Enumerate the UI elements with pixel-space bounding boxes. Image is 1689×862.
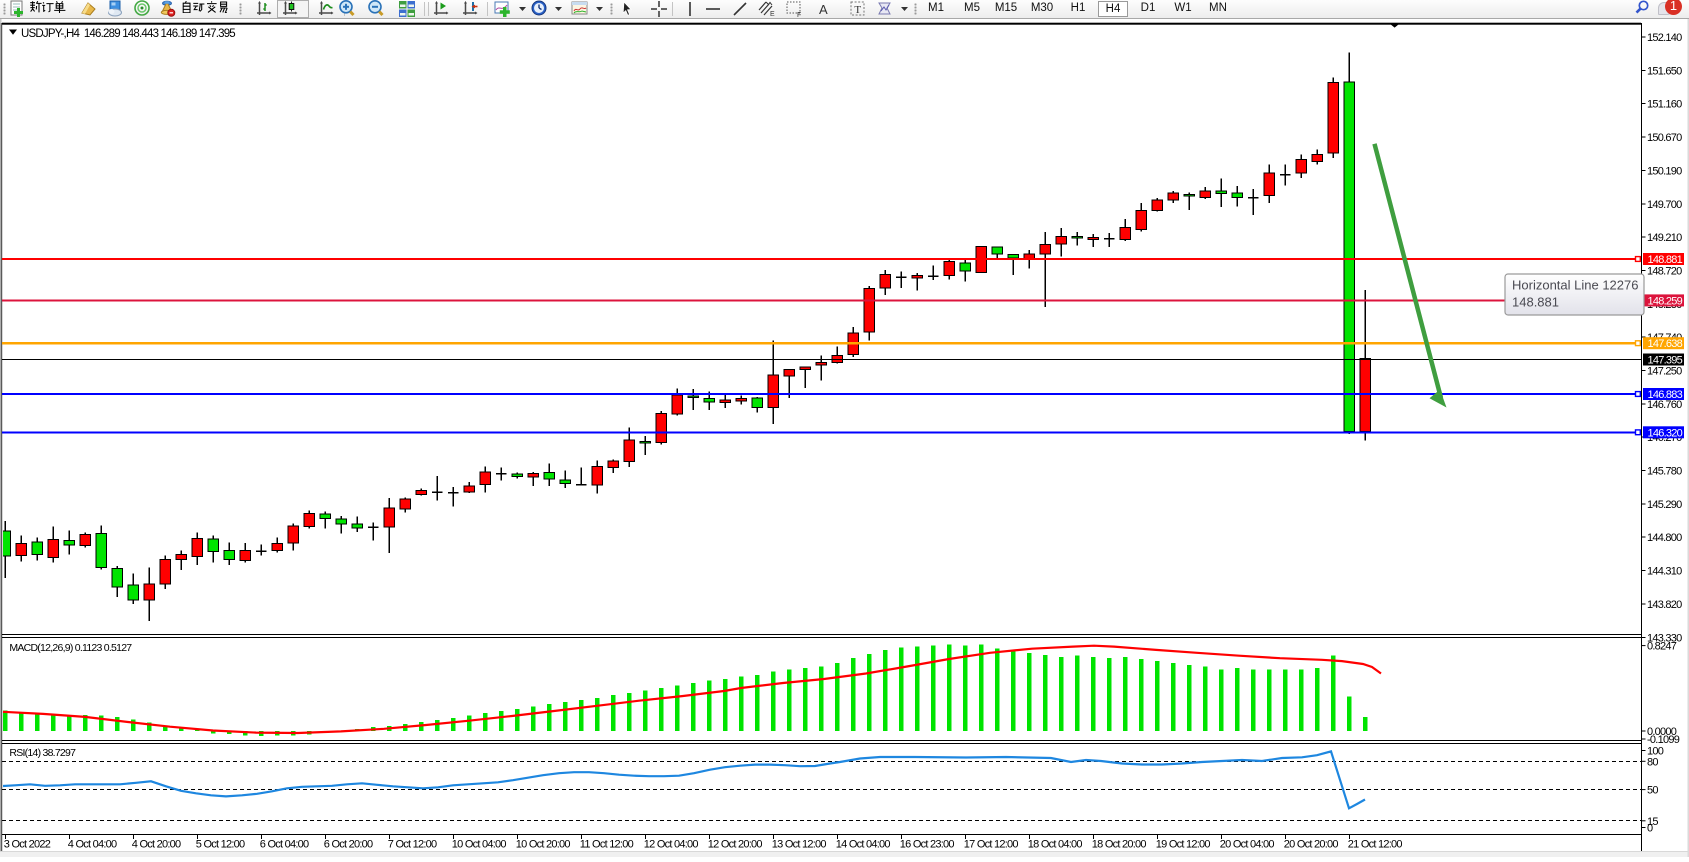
svg-text:-0.1099: -0.1099 xyxy=(1647,734,1680,746)
svg-text:150.670: 150.670 xyxy=(1647,132,1682,144)
svg-text:146.883: 146.883 xyxy=(1648,389,1683,401)
svg-text:12 Oct 04:00: 12 Oct 04:00 xyxy=(644,839,699,851)
svg-text:146.760: 146.760 xyxy=(1647,399,1682,411)
svg-text:147.250: 147.250 xyxy=(1647,366,1682,378)
svg-text:80: 80 xyxy=(1647,756,1658,768)
svg-text:6 Oct 04:00: 6 Oct 04:00 xyxy=(260,839,309,851)
svg-text:147.638: 147.638 xyxy=(1648,338,1683,350)
svg-text:MACD(12,26,9) 0.1123 0.5127: MACD(12,26,9) 0.1123 0.5127 xyxy=(9,642,132,654)
svg-text:6 Oct 20:00: 6 Oct 20:00 xyxy=(324,839,373,851)
svg-text:F: F xyxy=(797,12,801,18)
svg-text:145.290: 145.290 xyxy=(1647,499,1682,511)
svg-text:0: 0 xyxy=(1647,823,1653,835)
svg-text:147.395: 147.395 xyxy=(1648,355,1683,367)
svg-text:Horizontal Line 12276: Horizontal Line 12276 xyxy=(1512,278,1638,293)
svg-text:148.720: 148.720 xyxy=(1647,266,1682,278)
svg-text:143.330: 143.330 xyxy=(1647,632,1682,644)
svg-text:0.8247: 0.8247 xyxy=(1647,641,1677,653)
svg-text:4 Oct 04:00: 4 Oct 04:00 xyxy=(68,839,117,851)
svg-text:RSI(14) 38.7297: RSI(14) 38.7297 xyxy=(9,747,76,759)
svg-text:20 Oct 20:00: 20 Oct 20:00 xyxy=(1284,839,1339,851)
svg-text:149.210: 149.210 xyxy=(1647,232,1682,244)
svg-text:148.881: 148.881 xyxy=(1512,295,1559,310)
svg-text:20 Oct 04:00: 20 Oct 04:00 xyxy=(1220,839,1275,851)
svg-text:0.0000: 0.0000 xyxy=(1647,726,1677,738)
svg-text:T: T xyxy=(854,4,861,16)
svg-text:7 Oct 12:00: 7 Oct 12:00 xyxy=(388,839,437,851)
svg-text:15: 15 xyxy=(1647,816,1658,828)
svg-text:14 Oct 04:00: 14 Oct 04:00 xyxy=(836,839,891,851)
svg-text:13 Oct 12:00: 13 Oct 12:00 xyxy=(772,839,827,851)
svg-text:151.650: 151.650 xyxy=(1647,65,1682,77)
svg-text:3 Oct 2022: 3 Oct 2022 xyxy=(4,839,51,851)
svg-text:10 Oct 04:00: 10 Oct 04:00 xyxy=(452,839,507,851)
svg-text:150.190: 150.190 xyxy=(1647,165,1682,177)
svg-text:143.820: 143.820 xyxy=(1647,599,1682,611)
svg-text:144.800: 144.800 xyxy=(1647,532,1682,544)
svg-text:149.700: 149.700 xyxy=(1647,199,1682,211)
svg-text:5 Oct 12:00: 5 Oct 12:00 xyxy=(196,839,245,851)
svg-text:11 Oct 12:00: 11 Oct 12:00 xyxy=(580,839,634,851)
svg-text:18 Oct 20:00: 18 Oct 20:00 xyxy=(1092,839,1147,851)
svg-text:144.310: 144.310 xyxy=(1647,566,1682,578)
svg-text:21 Oct 12:00: 21 Oct 12:00 xyxy=(1348,839,1403,851)
svg-text:16 Oct 23:00: 16 Oct 23:00 xyxy=(900,839,955,851)
svg-text:146.320: 146.320 xyxy=(1648,427,1683,439)
svg-text:148.881: 148.881 xyxy=(1648,254,1683,266)
svg-text:50: 50 xyxy=(1647,785,1658,797)
svg-text:151.160: 151.160 xyxy=(1647,99,1682,111)
svg-text:USDJPY-,H4 146.289 148.443 14: USDJPY-,H4 146.289 148.443 146.189 147.3… xyxy=(21,28,235,40)
svg-text:17 Oct 12:00: 17 Oct 12:00 xyxy=(964,839,1019,851)
svg-text:18 Oct 04:00: 18 Oct 04:00 xyxy=(1028,839,1083,851)
svg-text:148.259: 148.259 xyxy=(1648,295,1683,307)
svg-text:E: E xyxy=(770,11,775,18)
svg-text:19 Oct 12:00: 19 Oct 12:00 xyxy=(1156,839,1211,851)
svg-text:4 Oct 20:00: 4 Oct 20:00 xyxy=(132,839,181,851)
svg-text:12 Oct 20:00: 12 Oct 20:00 xyxy=(708,839,763,851)
svg-text:152.140: 152.140 xyxy=(1647,32,1682,44)
svg-text:100: 100 xyxy=(1647,746,1664,758)
svg-text:145.780: 145.780 xyxy=(1647,466,1682,478)
svg-text:10 Oct 20:00: 10 Oct 20:00 xyxy=(516,839,571,851)
